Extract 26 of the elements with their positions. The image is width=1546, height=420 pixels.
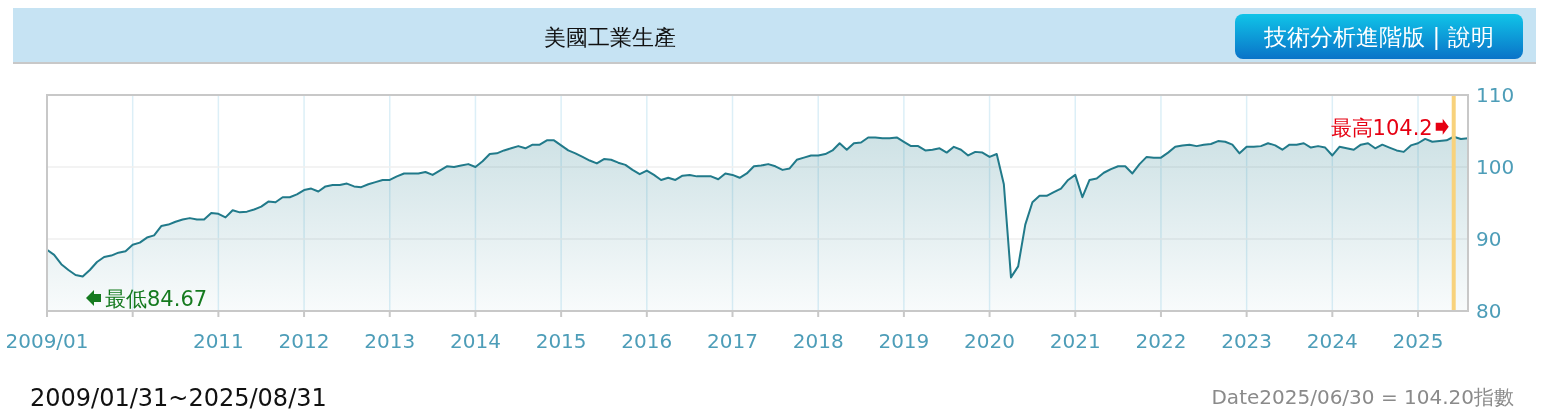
x-tick-label: 2015: [535, 329, 587, 353]
x-tick-label: 2023: [1221, 329, 1273, 353]
y-tick-label: 80: [1476, 299, 1502, 323]
annotation: 最低84.67: [105, 287, 208, 311]
x-tick-label: 2016: [621, 329, 673, 353]
x-tick-label: 2013: [364, 329, 416, 353]
annotation: 最高104.2: [1330, 115, 1433, 140]
x-tick-label: 2009/01: [5, 329, 89, 353]
x-tick-label: 2024: [1306, 329, 1358, 353]
text: 2009/01/31~2025/08/31: [30, 384, 327, 412]
text: 技術分析進階版 | 說明: [1263, 24, 1494, 50]
y-tick-label: 100: [1476, 155, 1515, 179]
x-tick-label: 2011: [192, 329, 244, 353]
y-tick-label: 90: [1476, 227, 1502, 251]
x-tick-label: 2017: [707, 329, 758, 353]
x-tick-label: 2022: [1135, 329, 1187, 353]
x-tick-label: 2019: [878, 329, 930, 353]
x-tick-label: 2025: [1392, 329, 1444, 353]
x-tick-label: 2014: [449, 329, 501, 353]
x-tick-label: 2012: [278, 329, 330, 353]
x-tick-label: 2021: [1049, 329, 1101, 353]
chart-title: 美國工業生產: [544, 25, 676, 50]
text: Date2025/06/30 = 104.20指數: [1211, 385, 1514, 409]
y-tick-label: 110: [1476, 83, 1515, 107]
x-tick-label: 2018: [792, 329, 844, 353]
x-tick-label: 2020: [964, 329, 1016, 353]
